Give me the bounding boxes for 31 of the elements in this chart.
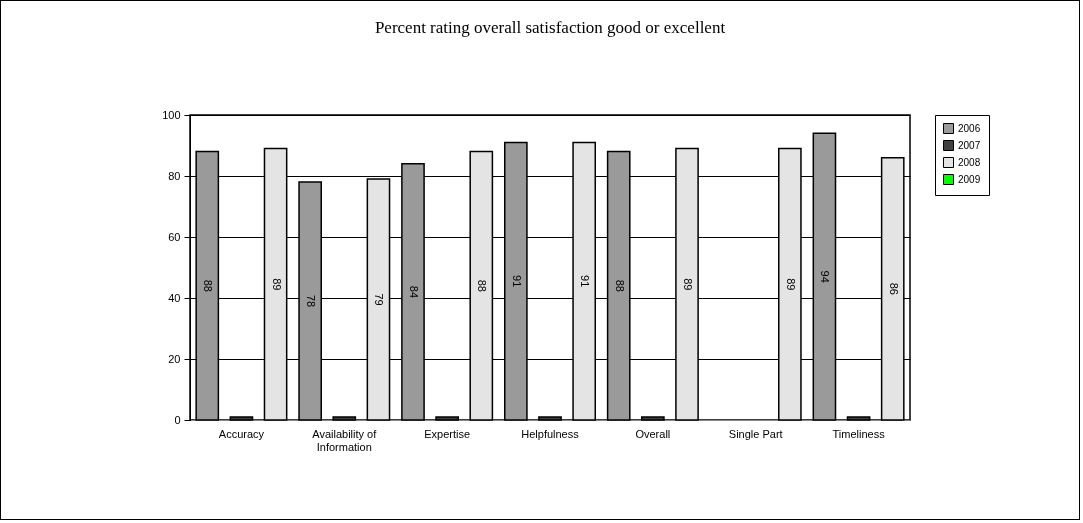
- data-label: 89: [682, 278, 695, 291]
- x-tick-label: Helpfulness: [521, 427, 580, 440]
- data-label: 88: [476, 279, 489, 292]
- x-tick-label: Timeliness: [832, 427, 886, 440]
- data-label: 89: [784, 278, 797, 291]
- y-tick-label: 100: [162, 108, 181, 121]
- data-label: 84: [407, 285, 420, 299]
- y-tick-label: 40: [168, 291, 181, 304]
- legend-label: 2006: [958, 122, 981, 134]
- data-label: 91: [510, 275, 523, 288]
- legend-label: 2009: [958, 173, 981, 185]
- data-label: 78: [305, 294, 318, 308]
- data-label: 94: [819, 270, 832, 283]
- data-label: 88: [202, 279, 215, 292]
- data-label: 89: [270, 278, 283, 291]
- chart-title: Percent rating overall satisfaction good or excellent: [374, 18, 726, 37]
- y-tick-label: 80: [168, 169, 181, 182]
- y-tick-label: 20: [168, 352, 181, 365]
- x-tick-label: Accuracy: [218, 427, 265, 440]
- x-tick-label: Overall: [635, 427, 671, 440]
- legend-label: 2008: [958, 156, 981, 168]
- data-label: 86: [887, 282, 900, 295]
- legend-label: 2007: [958, 139, 981, 151]
- data-label: 79: [373, 293, 386, 306]
- data-label: 91: [579, 275, 592, 288]
- x-tick-label: Expertise: [424, 427, 471, 440]
- y-tick-label: 0: [174, 413, 181, 426]
- data-label: 88: [613, 279, 626, 292]
- x-tick-label: Availability of Information: [312, 427, 378, 453]
- y-tick-label: 60: [168, 230, 181, 243]
- x-tick-label: Single Part: [728, 427, 783, 440]
